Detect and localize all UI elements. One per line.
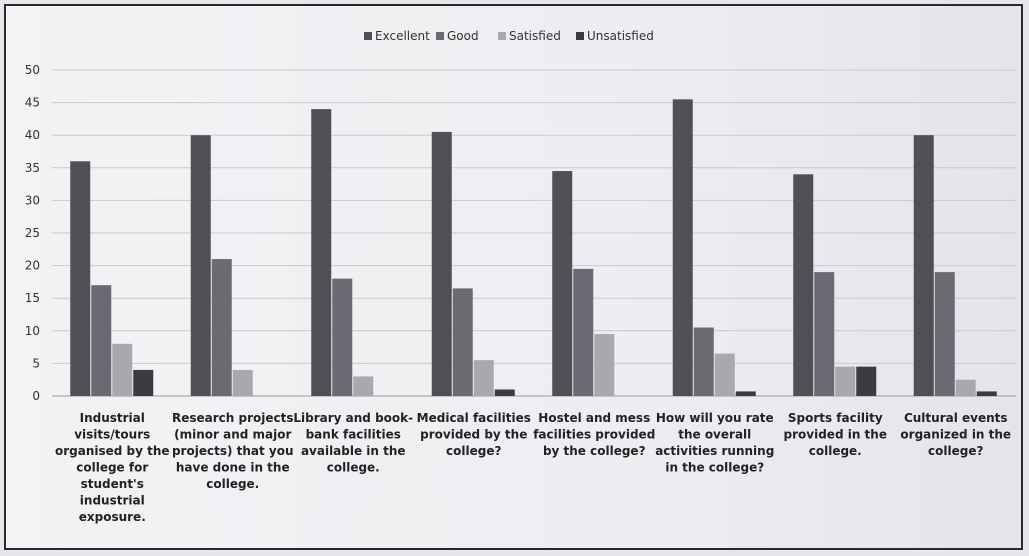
category-label: organized in the: [900, 428, 1011, 442]
bar: [693, 327, 714, 396]
y-tick-label: 45: [25, 96, 40, 110]
bar: [835, 366, 856, 396]
y-tick-label: 0: [32, 389, 40, 403]
category-label: exposure.: [79, 510, 146, 524]
bar: [70, 161, 91, 396]
bar: [332, 278, 353, 396]
bar: [211, 259, 232, 396]
category-label: student's: [81, 477, 144, 491]
bar: [311, 109, 332, 397]
bar: [91, 285, 112, 396]
category-label: provided by the: [420, 428, 527, 442]
category-label: Library and book-: [293, 411, 413, 425]
category-label: industrial: [80, 494, 145, 508]
category-label: facilities provided: [533, 428, 655, 442]
legend-swatch: [436, 32, 444, 40]
bar: [573, 268, 594, 396]
category-label: college.: [206, 477, 259, 491]
category-label: Research projects: [172, 411, 294, 425]
bar: [856, 366, 877, 396]
category-label: Industrial: [80, 411, 145, 425]
bar: [494, 389, 515, 396]
category-label: in the college?: [665, 461, 764, 475]
bar: [735, 391, 756, 396]
y-tick-label: 25: [25, 226, 40, 240]
category-label: provided in the: [784, 428, 887, 442]
chart-frame: 0 5 10 15 20 25 30 35 40 45 50 Excellent Good Satisfi…: [4, 4, 1023, 550]
bar: [714, 353, 735, 396]
y-tick-label: 30: [25, 193, 40, 207]
category-label: visits/tours: [74, 428, 150, 442]
category-label: college.: [327, 461, 380, 475]
category-label: college?: [928, 444, 983, 458]
y-tick-label: 5: [32, 356, 40, 370]
bar: [112, 343, 133, 396]
bar: [473, 360, 494, 396]
category-label: projects) that you: [172, 444, 294, 458]
bar: [814, 272, 835, 396]
bar: [190, 135, 211, 396]
category-label: by the college?: [543, 444, 646, 458]
bar: [672, 99, 693, 396]
category-label: have done in the: [176, 461, 290, 475]
category-label: college?: [446, 444, 501, 458]
y-tick-label: 50: [25, 63, 40, 77]
bar: [955, 379, 976, 396]
bar: [594, 334, 615, 396]
bar: [552, 171, 573, 396]
category-label: available in the: [301, 444, 406, 458]
legend-label: Satisfied: [509, 29, 561, 43]
y-tick-label: 20: [25, 259, 40, 273]
category-label: college for: [76, 461, 148, 475]
bar: [793, 174, 814, 396]
category-label: activities running: [655, 444, 774, 458]
legend-swatch: [498, 32, 506, 40]
bar: [431, 131, 452, 396]
category-label: How will you rate: [656, 411, 774, 425]
y-tick-label: 35: [25, 161, 40, 175]
category-label: Medical facilities: [417, 411, 531, 425]
bar: [934, 272, 955, 396]
legend-label: Excellent: [375, 29, 430, 43]
bar: [976, 391, 997, 396]
bar: [452, 288, 473, 396]
category-label: college.: [809, 444, 862, 458]
legend-label: Good: [447, 29, 479, 43]
grouped-bar-chart: 0 5 10 15 20 25 30 35 40 45 50 Excellent Good Satisfi…: [25, 29, 1016, 524]
legend-label: Unsatisfied: [587, 29, 654, 43]
y-tick-label: 10: [25, 324, 40, 338]
y-tick-label: 40: [25, 128, 40, 142]
category-label: bank facilities: [306, 428, 401, 442]
bar: [353, 376, 374, 396]
category-label: Hostel and mess: [538, 411, 650, 425]
category-label: organised by the: [55, 444, 170, 458]
category-label: the overall: [678, 428, 751, 442]
legend-swatch: [364, 32, 372, 40]
legend-swatch: [576, 32, 584, 40]
category-label: Cultural events: [904, 411, 1008, 425]
bar: [133, 369, 154, 396]
y-tick-label: 15: [25, 291, 40, 305]
bar: [232, 369, 253, 396]
category-label: Sports facility: [788, 411, 883, 425]
category-label: (minor and major: [174, 428, 291, 442]
bar: [913, 135, 934, 396]
